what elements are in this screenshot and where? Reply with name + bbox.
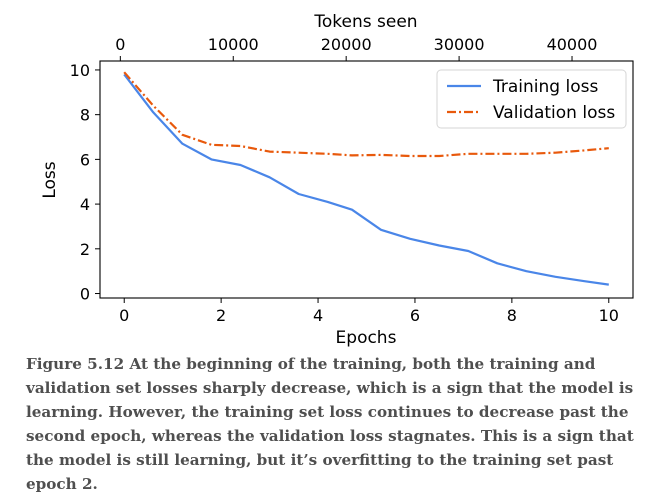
x-tick-label: 8 — [507, 306, 517, 325]
x-tick-label: 0 — [119, 306, 129, 325]
secondary-x-tick-label: 30000 — [434, 35, 485, 54]
secondary-x-tick-label: 0 — [115, 35, 125, 54]
training-loss-line — [123, 73, 609, 286]
figure-panel: 0 2 4 6 8 10 0 10000 20000 30000 40000 0 2 4 6 8 10 Trai… — [40, 12, 634, 348]
secondary-x-axis-title: Tokens seen — [313, 12, 417, 32]
x-tick-label: 4 — [313, 306, 323, 325]
x-tick-label: 6 — [410, 306, 420, 325]
y-tick-label: 10 — [70, 61, 90, 80]
y-tick-label: 6 — [80, 150, 90, 169]
loss-chart: 0 2 4 6 8 10 0 10000 20000 30000 40000 0 2 4 6 8 10 Trai… — [40, 12, 634, 348]
x-tick-label: 10 — [599, 306, 619, 325]
y-tick-label: 8 — [80, 106, 90, 125]
legend: Training loss Validation loss — [436, 69, 627, 129]
legend-label-training: Training loss — [492, 77, 598, 97]
x-axis-title: Epochs — [336, 328, 397, 348]
legend-label-validation: Validation loss — [493, 103, 615, 123]
axes-layer: 0 2 4 6 8 10 0 10000 20000 30000 40000 0 2 4 6 8 10 — [70, 35, 619, 325]
figure-caption-text: At the beginning of the training, both t… — [26, 355, 634, 493]
legend-box — [436, 69, 627, 129]
series-layer — [123, 71, 609, 286]
x-tick-label: 2 — [216, 306, 226, 325]
figure-caption-label: Figure 5.12 — [26, 355, 125, 373]
y-axis-title: Loss — [40, 161, 60, 198]
y-tick-label: 0 — [80, 285, 90, 304]
figure-caption: Figure 5.12 At the beginning of the trai… — [26, 352, 646, 496]
secondary-x-tick-label: 40000 — [547, 35, 598, 54]
y-tick-label: 2 — [80, 240, 90, 259]
secondary-x-tick-label: 10000 — [208, 35, 259, 54]
y-tick-label: 4 — [80, 195, 90, 214]
secondary-x-tick-label: 20000 — [321, 35, 372, 54]
